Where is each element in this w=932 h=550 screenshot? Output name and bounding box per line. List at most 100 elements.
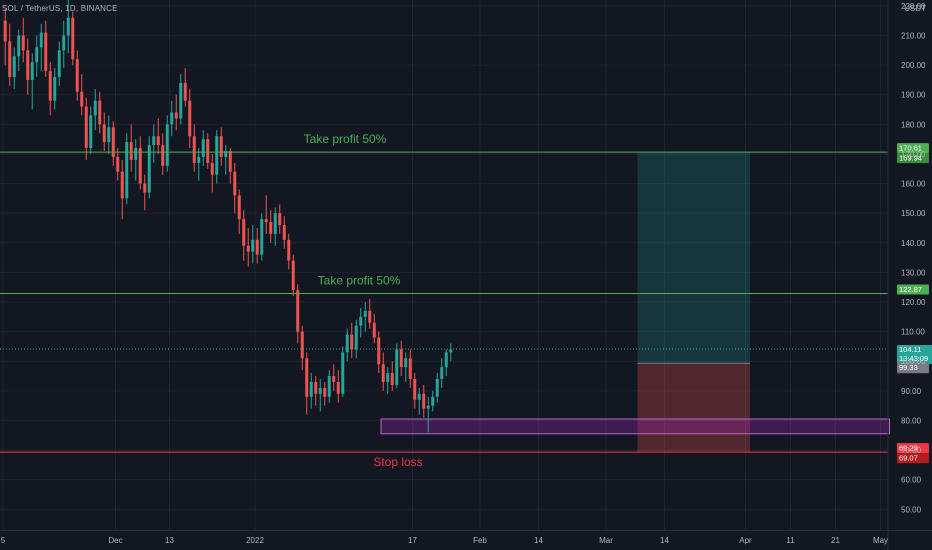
candle: [431, 390, 435, 412]
candle: [323, 381, 327, 406]
candle: [48, 62, 52, 116]
candle: [336, 370, 340, 403]
candle: [17, 29, 21, 72]
price-tick-label: 50.00: [901, 505, 922, 514]
candle: [75, 50, 79, 101]
candle-body: [107, 127, 111, 143]
candle: [444, 349, 448, 377]
time-axis[interactable]: 5Dec13202217Feb14Mar14Apr1121May16: [0, 530, 932, 546]
candle-body: [264, 219, 268, 223]
price-tick-label: 150.00: [901, 209, 926, 218]
price-tick-label: 210.00: [901, 32, 926, 41]
candle: [192, 124, 196, 172]
candle-body: [278, 213, 282, 226]
candle-body: [147, 145, 151, 193]
candle-body: [404, 358, 408, 368]
time-tick-label: Feb: [473, 536, 487, 545]
candle-body: [129, 142, 133, 160]
candle-body: [246, 245, 250, 252]
support-zone[interactable]: [380, 418, 890, 435]
candle-body: [102, 124, 106, 143]
candle: [219, 127, 223, 166]
candle-body: [125, 142, 129, 199]
candle: [80, 74, 84, 116]
candle-body: [57, 50, 61, 77]
candle: [3, 8, 7, 66]
candle-body: [296, 290, 300, 332]
candle: [39, 23, 43, 72]
candle: [426, 396, 430, 433]
price-tick-label: 190.00: [901, 91, 926, 100]
candle: [147, 136, 151, 199]
candle-body: [273, 213, 277, 234]
candle: [377, 331, 381, 374]
candle: [260, 213, 264, 261]
candle: [138, 136, 142, 190]
candle: [224, 145, 228, 175]
candle: [449, 343, 453, 362]
candle-body: [12, 56, 16, 77]
candle: [269, 210, 273, 243]
candle-body: [53, 76, 57, 101]
candle: [264, 195, 268, 234]
candle: [408, 349, 412, 388]
candle-body: [84, 106, 88, 149]
price-tick-label: 60.00: [901, 476, 922, 485]
candle: [305, 352, 309, 415]
candle-body: [354, 325, 358, 350]
candle-body: [237, 195, 241, 220]
price-tick-label: 160.00: [901, 180, 926, 189]
candle: [368, 299, 372, 329]
candle-body: [170, 112, 174, 125]
support-zone-rect: [380, 418, 890, 435]
candle-body: [66, 17, 70, 36]
candle-body: [116, 156, 120, 172]
candle-body: [435, 378, 439, 397]
candle-body: [345, 334, 349, 353]
stop-loss-badge-secondary: [897, 453, 929, 464]
candle-body: [8, 41, 12, 77]
candle-body: [350, 334, 354, 350]
long-position-tool[interactable]: [637, 152, 751, 453]
candle: [143, 174, 147, 211]
candle: [201, 130, 205, 166]
candle: [129, 124, 133, 172]
candle: [8, 23, 12, 86]
candle: [381, 352, 385, 391]
price-tick-label: 220.00: [901, 2, 926, 11]
candle: [215, 130, 219, 184]
symbol-label[interactable]: SOL / TetherUS, 1D, BINANCE: [2, 4, 118, 13]
candle-body: [332, 376, 336, 382]
price-tick-label: 90.00: [901, 387, 922, 396]
candle-body: [215, 136, 219, 175]
candle: [273, 207, 277, 246]
candle: [404, 352, 408, 382]
candle-body: [242, 219, 246, 246]
candle-body: [431, 396, 435, 406]
candle: [134, 139, 138, 181]
time-tick-label: 21: [831, 536, 840, 545]
stop-loss-badge: [897, 443, 929, 454]
candle: [30, 53, 34, 110]
candle-body: [35, 47, 39, 63]
candle-body: [174, 112, 178, 119]
candle: [417, 387, 421, 415]
candle-body: [206, 139, 210, 163]
candle: [242, 210, 246, 261]
candle: [251, 225, 255, 264]
candle: [165, 115, 169, 172]
candle-body: [161, 145, 165, 166]
candle: [237, 189, 241, 234]
price-axis[interactable]: 50.00 60.00 70.00 80.00 90.00 100.00 110.00 120…: [887, 0, 926, 550]
price-tick-label: 170.00: [901, 150, 926, 159]
quote-currency-label: USDT: [904, 4, 926, 13]
candle: [372, 313, 376, 344]
take-profit-2-level[interactable]: Take profit 50% 122.87: [0, 274, 929, 295]
price-tick-label: 140.00: [901, 239, 926, 248]
price-tick-label: 100.00: [901, 357, 926, 366]
candle-body: [395, 349, 399, 385]
